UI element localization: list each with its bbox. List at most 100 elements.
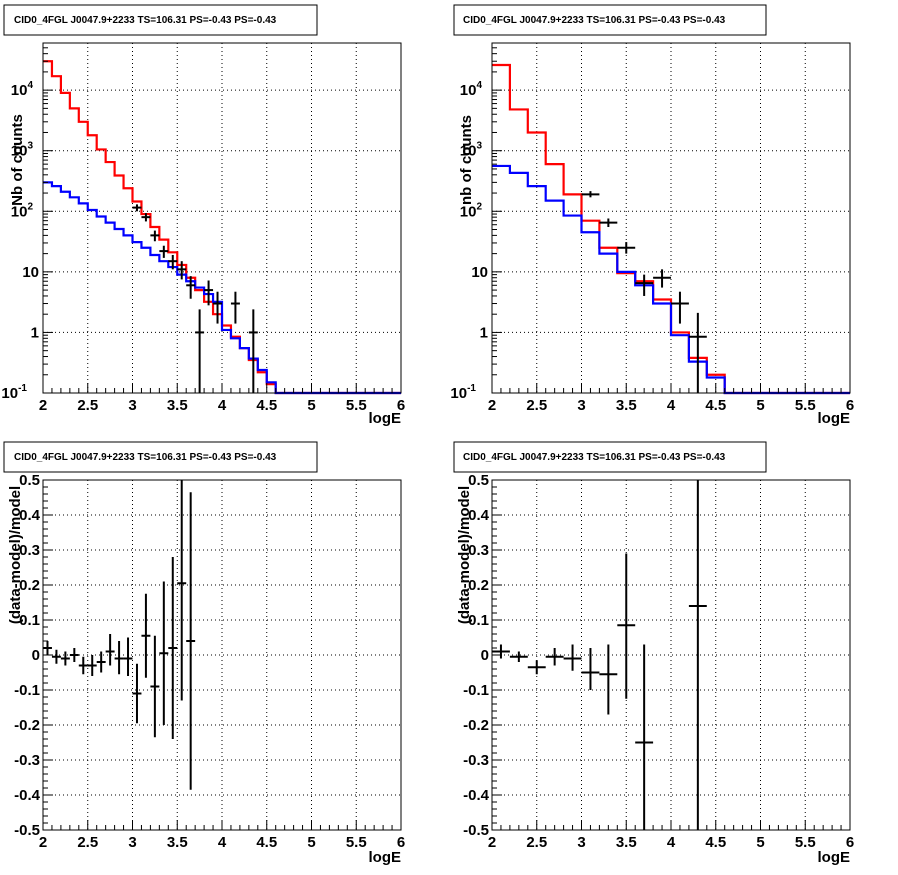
- x-tick-label: 2.5: [526, 834, 547, 851]
- y-tick-label: 0.1: [19, 612, 40, 629]
- x-tick-label: 4.5: [705, 834, 726, 851]
- bottom-left-residual-panel: CID0_4FGL J0047.9+2233 TS=106.31 PS=-0.4…: [3, 441, 405, 866]
- panel-title: CID0_4FGL J0047.9+2233 TS=106.31 PS=-0.4…: [14, 15, 277, 26]
- top-right-spectrum-panel: CID0_4FGL J0047.9+2233 TS=106.31 PS=-0.4…: [450, 4, 854, 427]
- x-tick-label: 6: [846, 834, 854, 851]
- y-tick-label: 104: [11, 80, 34, 99]
- y-tick-label: -0.5: [14, 822, 40, 839]
- grid: [492, 43, 850, 393]
- x-tick-label: 4: [218, 397, 227, 414]
- grid: [492, 480, 850, 830]
- x-tick-label: 5.5: [795, 834, 816, 851]
- y-axis-title: Nb of counts: [9, 114, 26, 206]
- panel-title-box: [453, 441, 767, 473]
- y-tick-label: 0.5: [468, 472, 489, 489]
- x-tick-label: 4: [218, 834, 227, 851]
- x-axis-title: logE: [369, 410, 402, 427]
- y-tick-label: 0.2: [19, 577, 40, 594]
- x-tick-label: 2: [39, 397, 47, 414]
- x-axis-title: logE: [818, 849, 851, 866]
- y-tick-label: 0.4: [19, 507, 41, 524]
- y-tick-label: 0.3: [19, 542, 40, 559]
- x-tick-label: 3: [128, 397, 136, 414]
- y-tick-label: 0: [32, 647, 40, 664]
- x-tick-label: 3: [577, 834, 585, 851]
- y-tick-label: -0.4: [463, 787, 490, 804]
- x-tick-label: 2: [39, 834, 47, 851]
- panel-title: CID0_4FGL J0047.9+2233 TS=106.31 PS=-0.4…: [463, 452, 726, 463]
- axis-ticks: 2 2.5 3 3.5 4 4.5 5 5.5 6 -0.5 -0.4 -0.3 -0.2 -0.1 0 0.…: [463, 472, 854, 851]
- x-tick-label: 3.5: [616, 397, 637, 414]
- x-tick-label: 2.5: [77, 834, 98, 851]
- x-tick-label: 5: [756, 397, 764, 414]
- y-tick-label: 10-1: [450, 383, 476, 402]
- y-tick-label: -0.5: [463, 822, 489, 839]
- top-left-spectrum-panel: CID0_4FGL J0047.9+2233 TS=106.31 PS=-0.4…: [1, 4, 405, 427]
- y-tick-label: 0: [481, 647, 489, 664]
- x-axis-title: logE: [818, 410, 851, 427]
- panel-title-box: [453, 4, 767, 36]
- y-tick-label: -0.4: [14, 787, 41, 804]
- x-tick-label: 3.5: [167, 834, 188, 851]
- y-tick-label: 104: [460, 80, 483, 99]
- y-tick-label: -0.3: [14, 752, 40, 769]
- x-tick-label: 3.5: [167, 397, 188, 414]
- x-tick-label: 5: [307, 397, 315, 414]
- y-tick-label: -0.2: [463, 717, 489, 734]
- x-tick-label: 5: [307, 834, 315, 851]
- plot-frame: [42, 42, 402, 394]
- y-tick-label: 10-1: [1, 383, 27, 402]
- x-tick-label: 2.5: [526, 397, 547, 414]
- x-tick-label: 2: [488, 834, 496, 851]
- y-tick-label: 10: [22, 264, 39, 281]
- x-tick-label: 5.5: [346, 834, 367, 851]
- x-tick-label: 6: [397, 397, 405, 414]
- y-tick-label: 10: [471, 264, 488, 281]
- y-tick-label: 0.2: [468, 577, 489, 594]
- panel-title-box: [3, 4, 318, 36]
- y-axis-title: (data-model)/model: [7, 486, 24, 624]
- x-axis-title: logE: [369, 849, 402, 866]
- x-tick-label: 6: [397, 834, 405, 851]
- bottom-right-residual-panel: CID0_4FGL J0047.9+2233 TS=106.31 PS=-0.4…: [453, 441, 854, 866]
- panel-title: CID0_4FGL J0047.9+2233 TS=106.31 PS=-0.4…: [463, 15, 726, 26]
- axis-ticks: 2 2.5 3 3.5 4 4.5 5 5.5 6 -0.5 -0.4 -0.3 -0.2 -0.1 0 0.…: [14, 472, 405, 851]
- grid: [43, 43, 401, 393]
- x-tick-label: 2.5: [77, 397, 98, 414]
- x-tick-label: 3: [577, 397, 585, 414]
- plot-frame: [42, 479, 402, 831]
- x-tick-label: 4: [667, 834, 676, 851]
- x-tick-label: 4.5: [256, 397, 277, 414]
- x-tick-label: 3.5: [616, 834, 637, 851]
- plot-frame: [491, 42, 851, 394]
- x-tick-label: 5.5: [346, 397, 367, 414]
- x-tick-label: 6: [846, 397, 854, 414]
- y-tick-label: -0.3: [463, 752, 489, 769]
- x-tick-label: 5.5: [795, 397, 816, 414]
- x-tick-label: 4: [667, 397, 676, 414]
- plot-frame: [491, 479, 851, 831]
- y-tick-label: -0.2: [14, 717, 40, 734]
- y-axis-title: nb of counts: [458, 115, 475, 205]
- y-tick-label: -0.1: [463, 682, 489, 699]
- y-tick-label: 0.1: [468, 612, 489, 629]
- y-tick-label: -0.1: [14, 682, 40, 699]
- y-tick-label: 1: [480, 324, 488, 341]
- y-tick-label: 0.4: [468, 507, 490, 524]
- panel-title: CID0_4FGL J0047.9+2233 TS=106.31 PS=-0.4…: [14, 452, 277, 463]
- y-tick-label: 0.5: [19, 472, 40, 489]
- y-tick-label: 1: [31, 324, 39, 341]
- y-axis-title: (data-model)/model: [456, 486, 473, 624]
- x-tick-label: 4.5: [705, 397, 726, 414]
- x-tick-label: 3: [128, 834, 136, 851]
- x-tick-label: 5: [756, 834, 764, 851]
- y-tick-label: 0.3: [468, 542, 489, 559]
- x-tick-label: 4.5: [256, 834, 277, 851]
- x-tick-label: 2: [488, 397, 496, 414]
- panel-title-box: [3, 441, 318, 473]
- residual-marks: [492, 480, 707, 830]
- residual-marks: [43, 480, 196, 790]
- grid: [43, 480, 401, 830]
